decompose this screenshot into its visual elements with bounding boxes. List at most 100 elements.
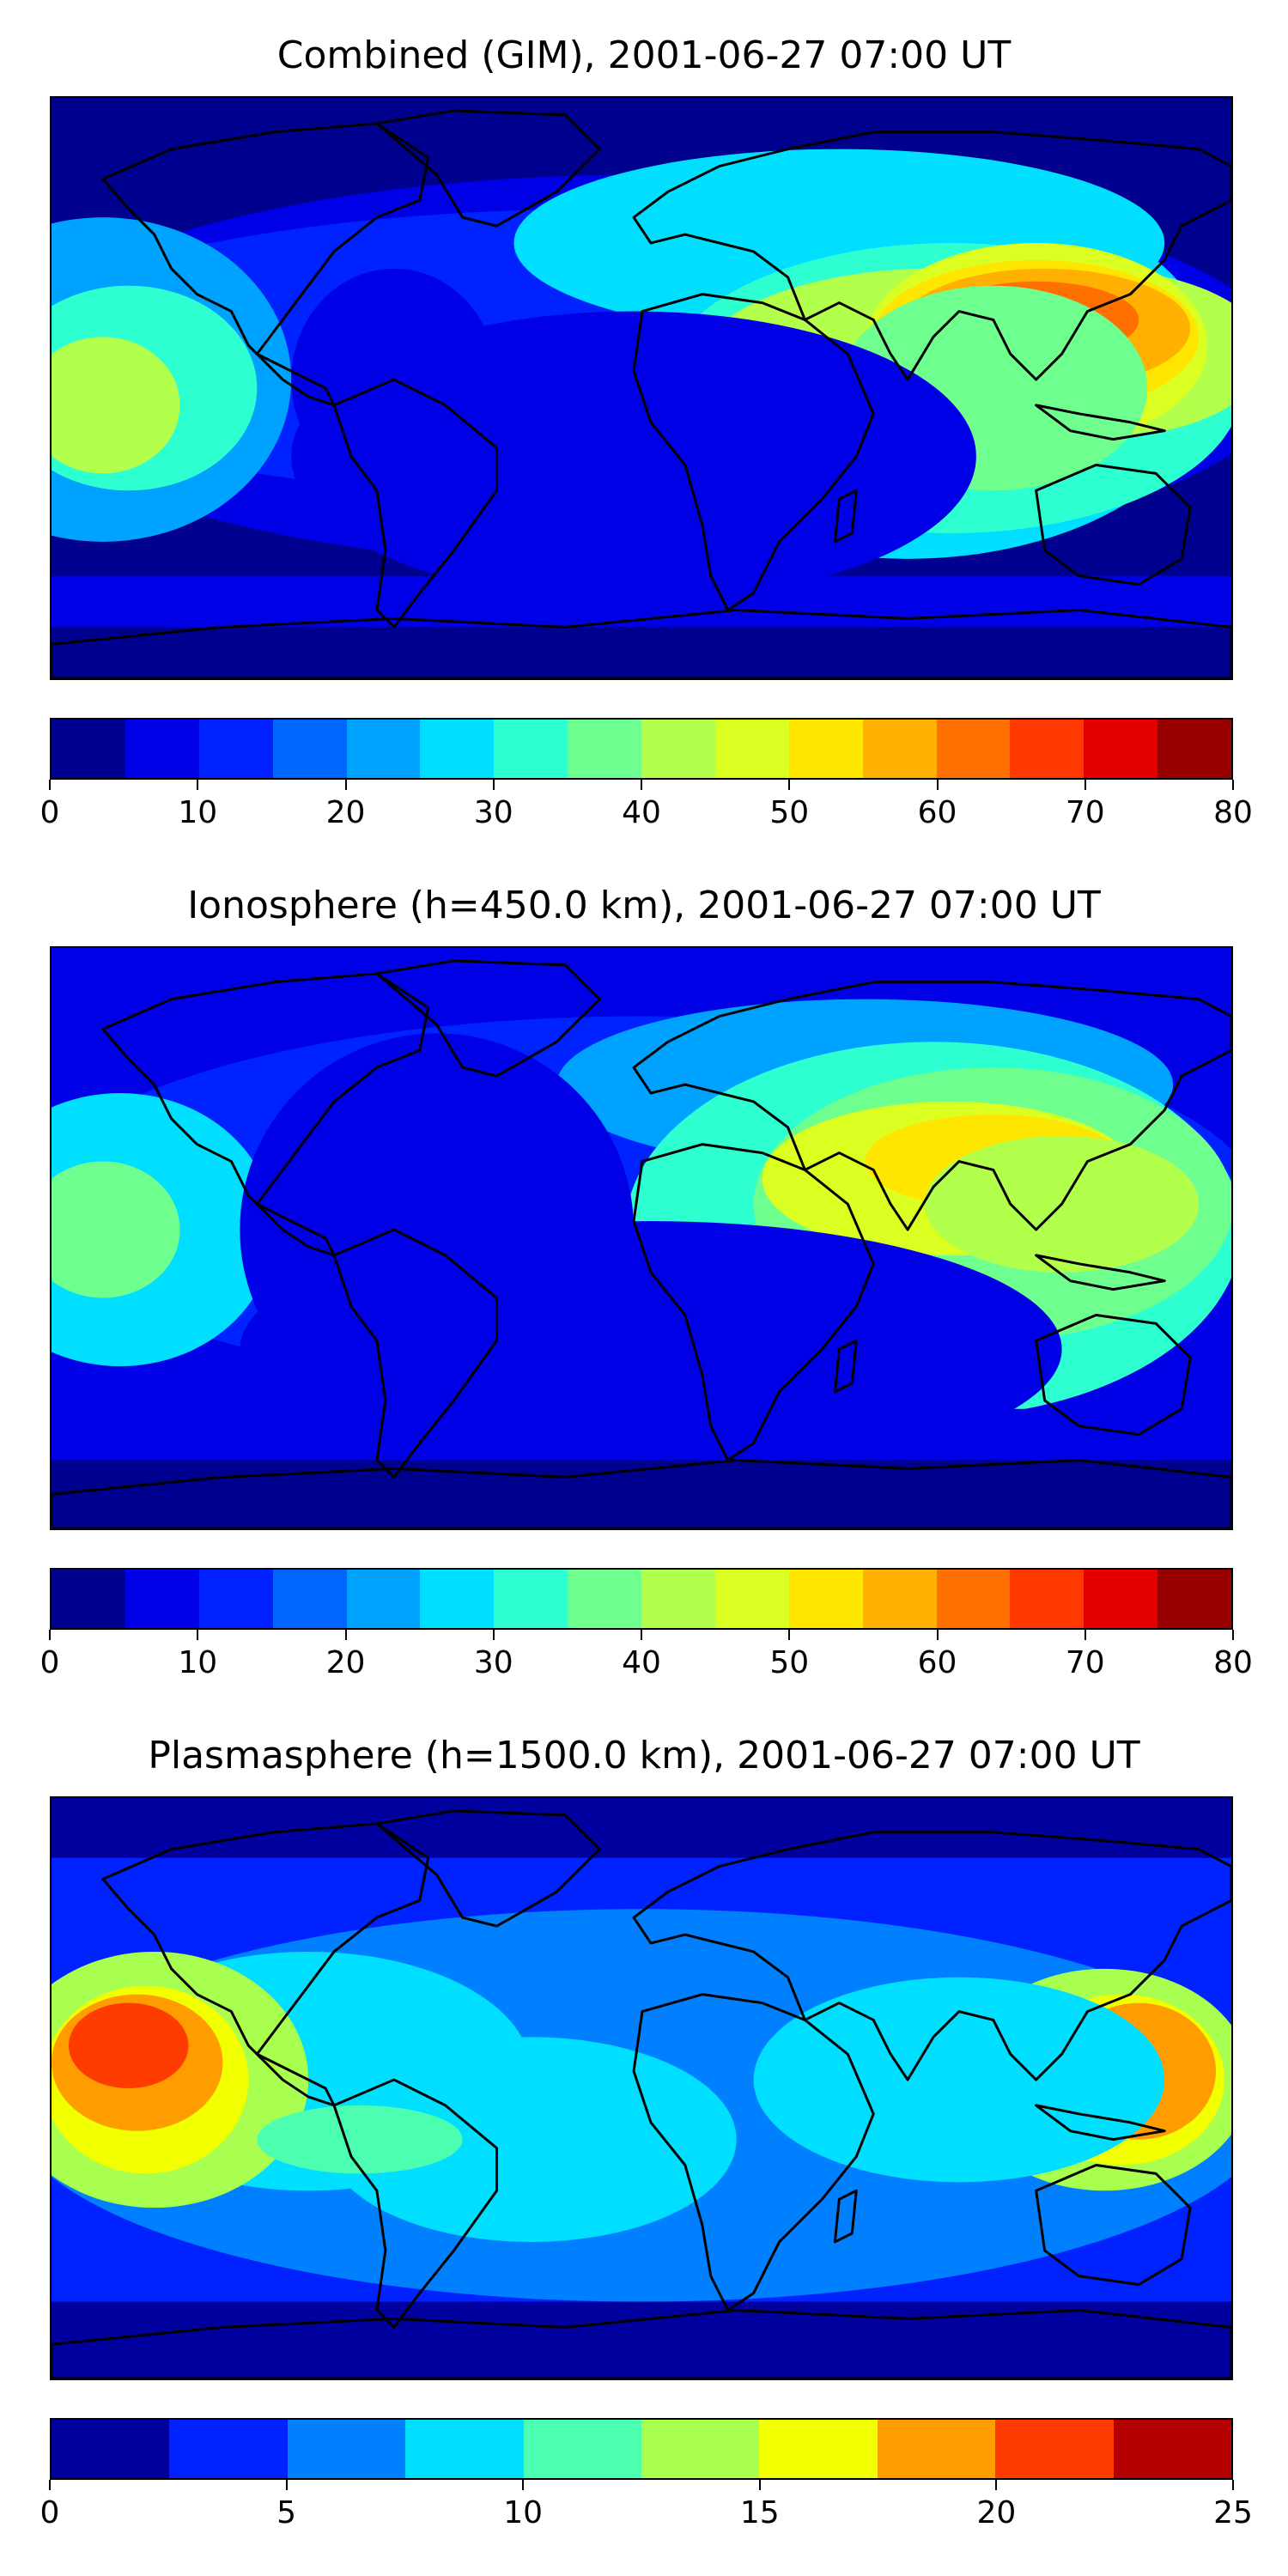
contour-region — [291, 311, 976, 602]
colorbar-segment — [714, 720, 789, 778]
colorbar-segment — [788, 720, 863, 778]
colorbar — [50, 2418, 1233, 2480]
colorbar-tick — [1084, 1630, 1086, 1640]
colorbar-tick-label: 80 — [1213, 795, 1253, 830]
colorbar-tick — [197, 1630, 199, 1640]
coastline — [632, 1831, 1231, 2081]
colorbar-segment — [125, 720, 199, 778]
colorbar-ticks: 0 10 20 30 40 50 60 70 80 — [40, 780, 1253, 831]
coastline — [632, 981, 1231, 1231]
colorbar-segment — [568, 1570, 641, 1628]
coastline — [1035, 2163, 1192, 2287]
colorbar-segment — [346, 1570, 421, 1628]
colorbar-tick-label: 60 — [917, 1645, 957, 1680]
colorbar-tick-label: 40 — [622, 1645, 661, 1680]
coastline — [375, 1809, 601, 1928]
colorbar-tick-label: 60 — [917, 795, 957, 830]
coastline — [101, 1822, 430, 2056]
colorbar-segment — [877, 2420, 996, 2478]
map-plasmasphere — [50, 1796, 1233, 2380]
colorbar-segment — [862, 1570, 937, 1628]
colorbar-tick-label: 20 — [976, 2495, 1017, 2530]
colorbar-segment — [169, 2420, 288, 2478]
coastline — [52, 2308, 1231, 2379]
colorbar-tick-label: 20 — [325, 795, 366, 830]
colorbar-segment — [494, 720, 568, 778]
contour-region — [52, 1460, 1231, 1528]
colorbar-tick — [522, 2480, 525, 2490]
colorbar-tick-label: 0 — [39, 795, 60, 830]
coastline — [52, 1458, 1231, 1528]
colorbar-tick-label: 10 — [178, 1645, 218, 1680]
colorbar-segment — [52, 2420, 170, 2478]
colorbar-tick — [936, 1630, 939, 1640]
contour-region — [52, 1161, 180, 1298]
colorbar-segment — [1084, 720, 1158, 778]
contour-region — [68, 2002, 189, 2088]
colorbar-segment — [1084, 1570, 1158, 1628]
colorbar-tick — [1084, 780, 1086, 790]
colorbar-tick — [936, 780, 939, 790]
contour-region — [52, 627, 1231, 678]
colorbar-tick — [285, 2480, 288, 2490]
colorbar-tick-label: 0 — [39, 2495, 60, 2530]
map-ionosphere — [50, 946, 1233, 1530]
coastline — [375, 109, 601, 228]
coastline — [332, 1228, 498, 1479]
colorbar-tick — [492, 780, 495, 790]
colorbar-segment — [346, 720, 421, 778]
colorbar-segment — [1113, 2420, 1232, 2478]
colorbar-tick-label: 5 — [276, 2495, 297, 2530]
colorbar-tick-label: 70 — [1065, 1645, 1105, 1680]
colorbar-segment — [494, 1570, 568, 1628]
colorbar-tick-label: 15 — [739, 2495, 780, 2530]
colorbar-segment — [759, 2420, 878, 2478]
map-combined — [50, 96, 1233, 680]
colorbar-tick — [492, 1630, 495, 1640]
panel-title: Combined (GIM), 2001-06-27 07:00 UT — [276, 33, 1012, 77]
colorbar-segment — [198, 1570, 273, 1628]
colorbar-tick — [49, 1630, 51, 1640]
coastline — [632, 1143, 875, 1461]
map-svg — [52, 98, 1231, 678]
colorbar — [50, 1568, 1233, 1630]
colorbar-segment — [1010, 720, 1084, 778]
colorbar-segment — [862, 720, 937, 778]
colorbar-tick — [995, 2480, 998, 2490]
colorbar — [50, 718, 1233, 780]
contour-region — [52, 2327, 1231, 2379]
coastline — [632, 293, 875, 611]
colorbar-tick-label: 50 — [769, 1645, 810, 1680]
colorbar-segment — [714, 1570, 789, 1628]
colorbar-tick — [758, 2480, 761, 2490]
coastline — [332, 2078, 498, 2329]
colorbar-tick-label: 10 — [503, 2495, 544, 2530]
colorbar-segment — [641, 1570, 715, 1628]
colorbar-tick — [49, 2480, 51, 2490]
colorbar-segment — [641, 2420, 760, 2478]
contour-region — [325, 2037, 737, 2242]
colorbar-segment — [1157, 720, 1231, 778]
colorbar-segment — [420, 720, 495, 778]
colorbar-segment — [641, 720, 715, 778]
coastline — [1035, 1254, 1166, 1291]
colorbar-tick-label: 25 — [1213, 2495, 1253, 2530]
contour-region — [52, 337, 180, 474]
panel-title: Ionosphere (h=450.0 km), 2001-06-27 07:0… — [187, 884, 1101, 927]
colorbar-tick — [641, 780, 642, 790]
colorbar-segment — [568, 720, 641, 778]
colorbar-segment — [125, 1570, 199, 1628]
colorbar-segment — [52, 720, 125, 778]
coastline — [833, 2189, 858, 2244]
colorbar-tick — [641, 1630, 642, 1640]
coastline — [101, 122, 430, 355]
colorbar-tick — [788, 780, 791, 790]
colorbar-tick-label: 80 — [1213, 1645, 1253, 1680]
coastline — [332, 378, 498, 629]
colorbar-segment — [936, 720, 1011, 778]
colorbar-segment — [1010, 1570, 1084, 1628]
colorbar-tick-label: 50 — [769, 795, 810, 830]
colorbar-tick — [49, 780, 51, 790]
colorbar-segment — [272, 1570, 347, 1628]
colorbar-segment — [420, 1570, 495, 1628]
